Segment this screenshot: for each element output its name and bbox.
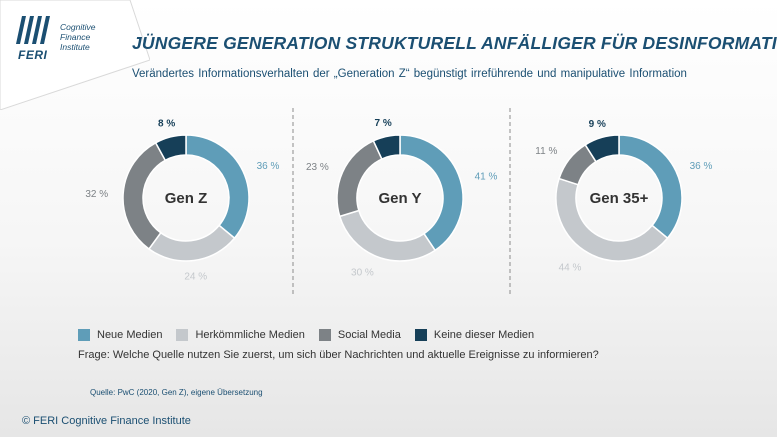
logo-name: FERI [18, 48, 48, 62]
value-label-gen-35-1: 44 % [559, 262, 582, 273]
logo-subtitle-line1: Cognitive [60, 22, 96, 32]
legend-swatch-neue-medien [78, 329, 90, 341]
legend-item-neue-medien: Neue Medien [78, 329, 162, 341]
legend-item-keine-dieser-medien: Keine dieser Medien [414, 329, 535, 341]
legend-label-social-media: Social Media [337, 329, 401, 341]
donut-slice-gen-z-2 [122, 141, 167, 251]
value-label-gen-z-2: 32 % [85, 189, 108, 200]
donut-slice-gen-y-2 [336, 139, 383, 218]
legend-swatch-social-media [318, 329, 331, 341]
logo-subtitle: Cognitive Finance Institute [60, 22, 120, 52]
value-label-gen-35-0: 36 % [690, 161, 713, 172]
feri-logo-mark [16, 16, 50, 44]
center-label-gen-35: Gen 35+ [590, 190, 649, 207]
legend-swatch-keine-dieser-medien [414, 329, 427, 341]
page-title: JÜNGERE GENERATION STRUKTURELL ANFÄLLIGE… [132, 33, 777, 53]
value-label-gen-y-0: 41 % [475, 171, 498, 182]
page-subtitle: Verändertes Informationsverhalten der „G… [132, 68, 687, 80]
donut-slice-gen-35-1 [555, 177, 669, 262]
logo-subtitle-line2: Finance [60, 32, 91, 42]
survey-question: Frage: Welche Quelle nutzen Sie zuerst, … [78, 349, 599, 361]
value-label-gen-35-2: 11 % [535, 146, 557, 157]
donut-slice-gen-z-1 [147, 224, 236, 262]
center-label-gen-z: Gen Z [165, 190, 208, 207]
legend-label-herkoemmliche-medien: Herkömmliche Medien [195, 329, 305, 341]
value-label-gen-y-3: 7 % [375, 118, 392, 129]
legend-item-herkoemmliche-medien: Herkömmliche Medien [176, 329, 305, 341]
feri-logo: FERI Cognitive Finance Institute [10, 10, 110, 70]
donut-slice-gen-35-0 [618, 134, 683, 240]
legend-label-neue-medien: Neue Medien [97, 329, 163, 341]
value-label-gen-y-2: 23 % [306, 162, 329, 173]
logo-subtitle-line3: Institute [60, 42, 90, 52]
legend-item-social-media: Social Media [318, 329, 401, 341]
donut-slice-gen-z-0 [185, 134, 250, 240]
value-label-gen-z-3: 8 % [158, 118, 175, 129]
donut-slice-gen-y-1 [338, 209, 437, 262]
donut-slice-gen-35-3 [584, 134, 620, 163]
copyright: © FERI Cognitive Finance Institute [22, 415, 191, 427]
value-label-gen-y-1: 30 % [351, 267, 374, 278]
donut-slice-gen-z-3 [154, 134, 187, 162]
legend-label-keine-dieser-medien: Keine dieser Medien [433, 329, 535, 341]
value-label-gen-z-1: 24 % [184, 271, 207, 282]
legend: Neue Medien Herkömmliche Medien Social M… [78, 329, 534, 341]
source-note: Quelle: PwC (2020, Gen Z), eigene Überse… [90, 388, 263, 397]
legend-swatch-herkoemmliche-medien [176, 329, 189, 341]
value-label-gen-z-0: 36 % [257, 161, 280, 172]
donut-slice-gen-y-3 [372, 134, 401, 161]
center-label-gen-y: Gen Y [378, 190, 421, 207]
value-label-gen-35-3: 9 % [589, 119, 606, 130]
